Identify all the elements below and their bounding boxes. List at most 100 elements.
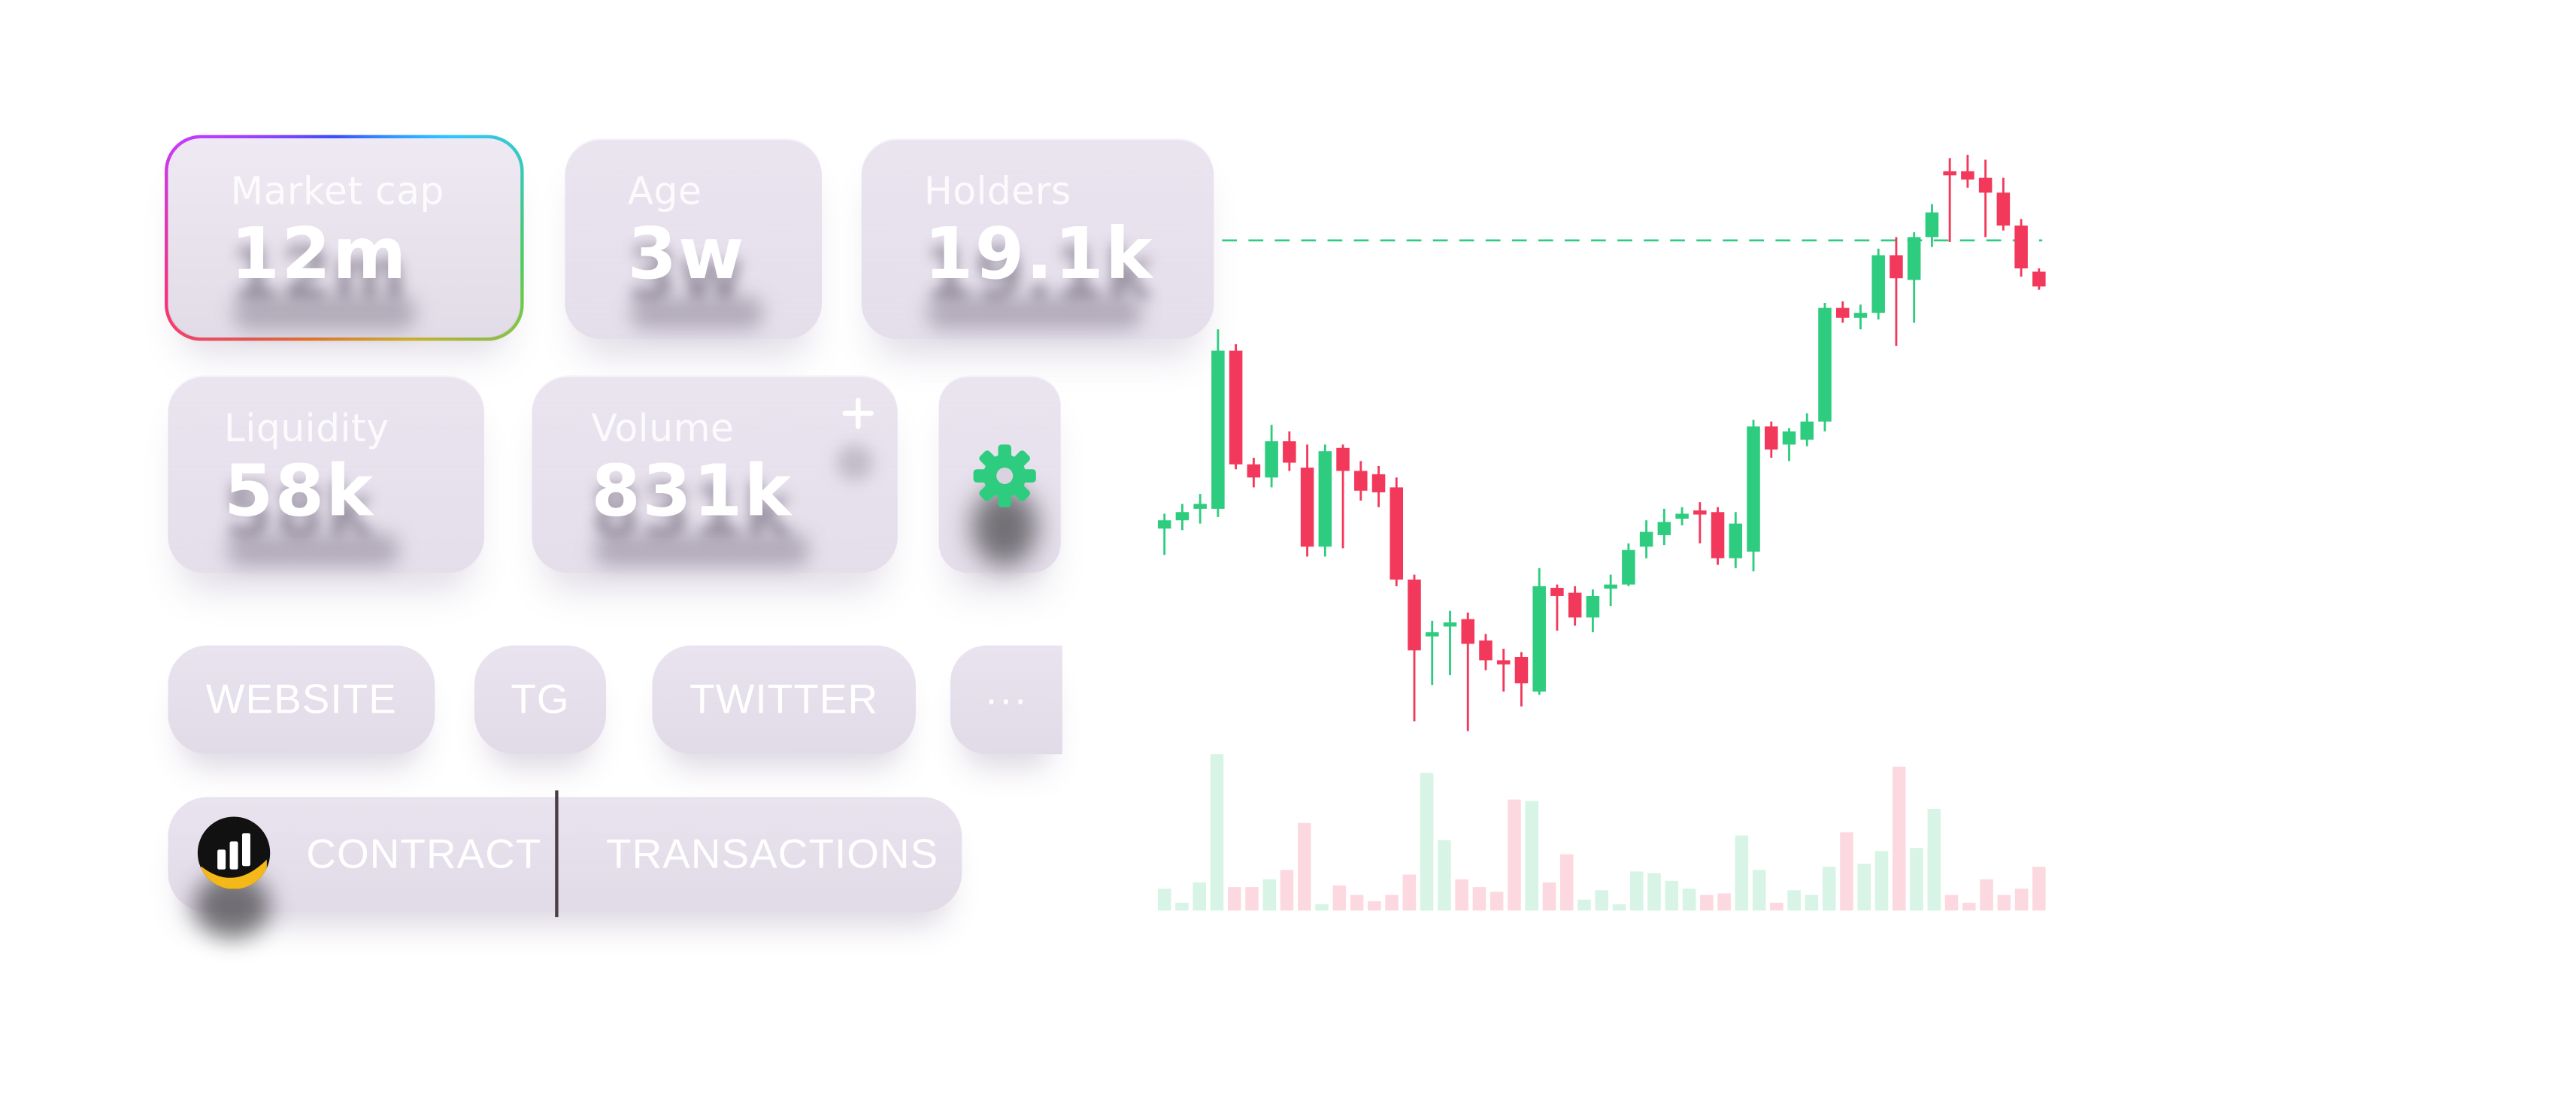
candle-body (1157, 520, 1171, 529)
chart-logo-icon (197, 816, 271, 889)
volume-bar (1227, 887, 1241, 911)
candle-body (1336, 447, 1350, 471)
candle-body (1479, 640, 1493, 661)
volume-bar (1980, 879, 1993, 911)
plus-icon[interactable] (840, 395, 876, 431)
volume-bar (1175, 902, 1189, 911)
volume-bar (1787, 890, 1801, 911)
volume-bar (1420, 773, 1434, 911)
age-value: 3w (627, 213, 746, 297)
candle-body (1622, 549, 1635, 585)
candle-body (1247, 464, 1261, 478)
volume-bar (1542, 882, 1556, 911)
volume-bar (1927, 809, 1941, 911)
candle-body (1782, 431, 1796, 445)
bottom-tab-bar (168, 797, 962, 913)
candle-body (1390, 487, 1404, 580)
volume-bar (1892, 766, 1906, 911)
volume-label: Volume (591, 408, 735, 452)
candle-body (1657, 522, 1671, 535)
volume-bar (1717, 893, 1731, 911)
candle-body (1639, 531, 1653, 547)
liquidity-subvalue (227, 533, 399, 567)
website-link[interactable]: WEBSITE (168, 645, 435, 755)
holders-label: Holders (923, 171, 1071, 214)
tab-contract[interactable]: CONTRACT (306, 831, 542, 878)
volume-bar (1245, 887, 1259, 911)
candle-body (1568, 592, 1582, 618)
candle-body (1586, 595, 1600, 618)
volume-bar (1910, 848, 1923, 911)
volume-bar (1577, 899, 1591, 911)
candle-body (1514, 657, 1529, 684)
candle-body (1211, 350, 1225, 509)
candle-body (1604, 584, 1617, 589)
volume-bar (1612, 904, 1626, 911)
holders-subvalue (927, 296, 1142, 330)
liquidity-label: Liquidity (223, 408, 389, 452)
volume-bar (1630, 871, 1644, 911)
volume-bar (1157, 889, 1171, 911)
volume-bar (1193, 882, 1206, 911)
candle-body (1961, 171, 1974, 180)
volume-bar (1525, 801, 1538, 911)
candlestick-series (1157, 154, 2046, 731)
market-cap-card-border (165, 135, 524, 341)
candle-body (1943, 171, 1956, 176)
tab-transactions[interactable]: TRANSACTIONS (606, 831, 939, 878)
candle-body (1765, 426, 1778, 450)
market-cap-card[interactable]: Market cap 12m (168, 138, 520, 338)
volume-bar (1735, 835, 1749, 911)
candle-body (1408, 580, 1421, 651)
age-card[interactable]: Age 3w (565, 138, 823, 340)
volume-subvalue (594, 533, 809, 567)
volume-card[interactable]: Volume 831k (532, 375, 898, 574)
candle-body (1925, 212, 1939, 238)
candle-body (1800, 421, 1814, 440)
volume-bar (1350, 895, 1364, 911)
volume-bar (1262, 879, 1277, 911)
candle-body (1265, 441, 1278, 478)
volume-bar (2014, 889, 2029, 911)
volume-bar (1682, 889, 1696, 911)
candle-body (1729, 523, 1743, 559)
candle-body (1532, 586, 1546, 692)
volume-bar (1944, 895, 1959, 911)
candle-body (1425, 632, 1439, 637)
candle-body (1496, 660, 1511, 664)
candle-body (1693, 510, 1707, 515)
market-cap-subvalue (234, 296, 416, 330)
holders-value: 19.1k (923, 213, 1154, 297)
market-cap-value: 12m (230, 213, 408, 297)
volume-bar (1332, 885, 1347, 911)
candle-body (2032, 271, 2046, 287)
volume-bar (1822, 867, 1836, 911)
gear-icon[interactable] (970, 441, 1039, 510)
volume-bar (1595, 890, 1609, 911)
market-cap-label: Market cap (230, 171, 444, 214)
candle-body (1283, 441, 1296, 463)
twitter-link[interactable]: TWITTER (652, 645, 916, 755)
holders-card[interactable]: Holders 19.1k (861, 138, 1214, 340)
candle-body (1996, 192, 2011, 226)
volume-bar (1402, 874, 1417, 911)
candle-body (1978, 177, 1993, 193)
volume-bar (1385, 895, 1399, 911)
liquidity-card[interactable]: Liquidity 58k (168, 375, 485, 574)
tg-link[interactable]: TG (474, 645, 607, 755)
candle-body (1907, 237, 1921, 280)
volume-bar (1665, 880, 1679, 911)
candle-body (1193, 504, 1207, 509)
candle-body (1818, 307, 1832, 422)
volume-bar (1280, 870, 1294, 911)
volume-bars (1157, 754, 2046, 911)
age-subvalue (630, 296, 763, 330)
volume-bar (1997, 895, 2011, 911)
volume-bar (1770, 902, 1784, 911)
candle-body (1371, 474, 1386, 492)
volume-bar (1805, 895, 1819, 911)
more-links-button[interactable]: ··· (950, 645, 1062, 755)
volume-bar (1472, 887, 1487, 911)
